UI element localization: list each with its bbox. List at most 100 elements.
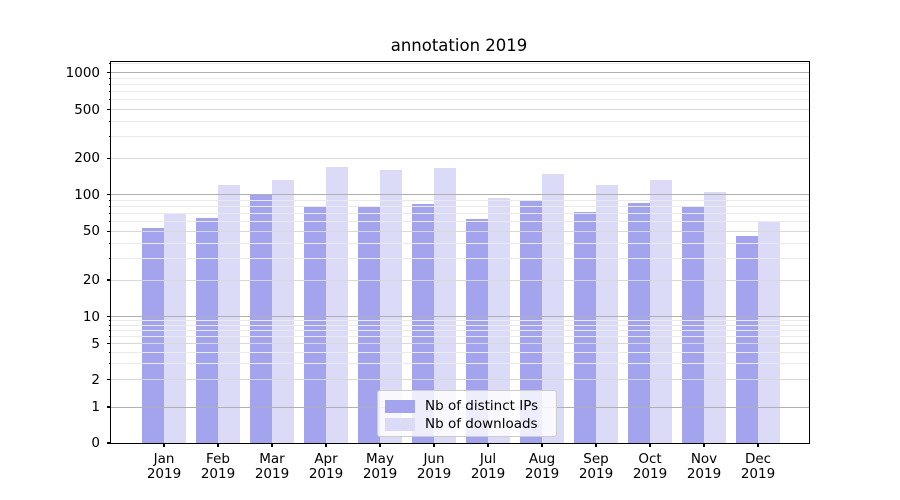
x-tick-aug [541,443,543,448]
x-tick-may [379,443,381,448]
y-tick-1000 [106,72,111,74]
y-tick-5 [106,343,111,345]
y-minor-tick-4 [108,352,111,354]
y-tick-label-1: 1 [91,399,100,415]
legend-label-distinct-ips: Nb of distinct IPs [425,397,539,414]
y-tick-0 [106,442,111,444]
y-minor-tick-600 [108,99,111,101]
bar-downloads-jun [434,168,456,443]
x-tick-label-sep: Sep 2019 [578,451,614,482]
x-tick-label-jun: Jun 2019 [416,451,452,482]
gridline-y-30 [110,258,809,260]
gridline-y-20 [110,279,809,281]
legend-swatch-distinct-ips [385,399,415,413]
gridline-y-700 [110,91,809,93]
gridline-y-900 [110,77,809,79]
gridline-y-800 [110,84,809,86]
x-tick-feb [217,443,219,448]
x-tick-label-nov: Nov 2019 [686,451,722,482]
legend-swatch-downloads [385,417,415,431]
y-minor-tick-400 [108,120,111,122]
gridline-y-1000 [110,72,809,74]
y-tick-200 [106,157,111,159]
x-tick-label-oct: Oct 2019 [632,451,668,482]
y-tick-label-20: 20 [82,272,100,288]
bar-distinct-ips-mar [250,194,272,443]
x-tick-jan [163,443,165,448]
x-tick-dec [757,443,759,448]
gridline-y-400 [110,120,809,122]
x-tick-label-jan: Jan 2019 [146,451,182,482]
gridline-y-70 [110,213,809,215]
bar-downloads-feb [218,185,240,443]
x-tick-label-feb: Feb 2019 [200,451,236,482]
y-minor-tick-30 [108,258,111,260]
y-tick-label-2: 2 [91,371,100,388]
y-minor-tick-300 [108,136,111,138]
gridline-y-1200 [110,62,809,64]
gridline-y-80 [110,206,809,208]
y-minor-tick-8 [108,324,111,326]
bar-downloads-mar [272,180,294,443]
gridline-y-90 [110,199,809,201]
x-tick-nov [703,443,705,448]
bar-downloads-aug [542,174,564,443]
bar-distinct-ips-nov [682,205,704,443]
y-tick-label-10: 10 [82,308,100,325]
y-tick-label-0: 0 [91,435,100,451]
bar-downloads-apr [326,167,348,443]
y-minor-tick-6 [108,336,111,338]
y-minor-tick-800 [108,84,111,86]
y-tick-20 [106,279,111,281]
y-tick-1 [106,406,111,408]
x-tick-jun [433,443,435,448]
y-minor-tick-3 [108,363,111,365]
gridline-y-60 [110,221,809,223]
legend-label-downloads: Nb of downloads [425,415,538,432]
y-minor-tick-40 [108,242,111,244]
y-tick-label-200: 200 [74,150,100,167]
bar-distinct-ips-may [358,206,380,443]
y-minor-tick-7 [108,330,111,332]
x-tick-label-mar: Mar 2019 [254,451,290,482]
gridline-y-5 [110,343,809,345]
x-tick-label-may: May 2019 [362,451,398,482]
legend: Nb of distinct IPs Nb of downloads [377,390,557,437]
bar-downloads-sep [596,185,618,443]
gridline-y-50 [110,230,809,232]
gridline-y-7 [110,330,809,332]
bar-distinct-ips-jan [142,228,164,443]
y-minor-tick-90 [108,199,111,201]
x-tick-apr [325,443,327,448]
y-tick-500 [106,108,111,111]
y-minor-tick-1200 [108,62,111,64]
y-tick-10 [106,316,111,318]
y-tick-label-500: 500 [74,101,100,118]
y-minor-tick-900 [108,77,111,79]
bar-downloads-dec [758,220,780,443]
x-tick-label-dec: Dec 2019 [740,451,776,482]
gridline-y-9 [110,320,809,322]
bar-distinct-ips-dec [736,235,758,443]
bar-downloads-oct [650,179,672,443]
chart-title: annotation 2019 [390,36,528,55]
gridline-y-300 [110,136,809,138]
y-tick-2 [106,379,111,381]
plot-border [109,61,810,445]
legend-entry-distinct-ips: Nb of distinct IPs [385,397,556,414]
x-tick-label-jul: Jul 2019 [470,451,506,482]
gridline-y-40 [110,242,809,244]
gridline-y-100 [110,194,809,196]
y-tick-label-5: 5 [91,335,100,352]
y-tick-50 [106,230,111,233]
bar-downloads-may [380,169,402,443]
gridline-y-6 [110,336,809,338]
x-tick-jul [487,443,489,448]
gridline-y-3 [110,363,809,365]
x-tick-oct [649,443,651,448]
bar-distinct-ips-aug [520,200,542,443]
x-tick-sep [595,443,597,448]
gridline-y-200 [110,157,809,159]
